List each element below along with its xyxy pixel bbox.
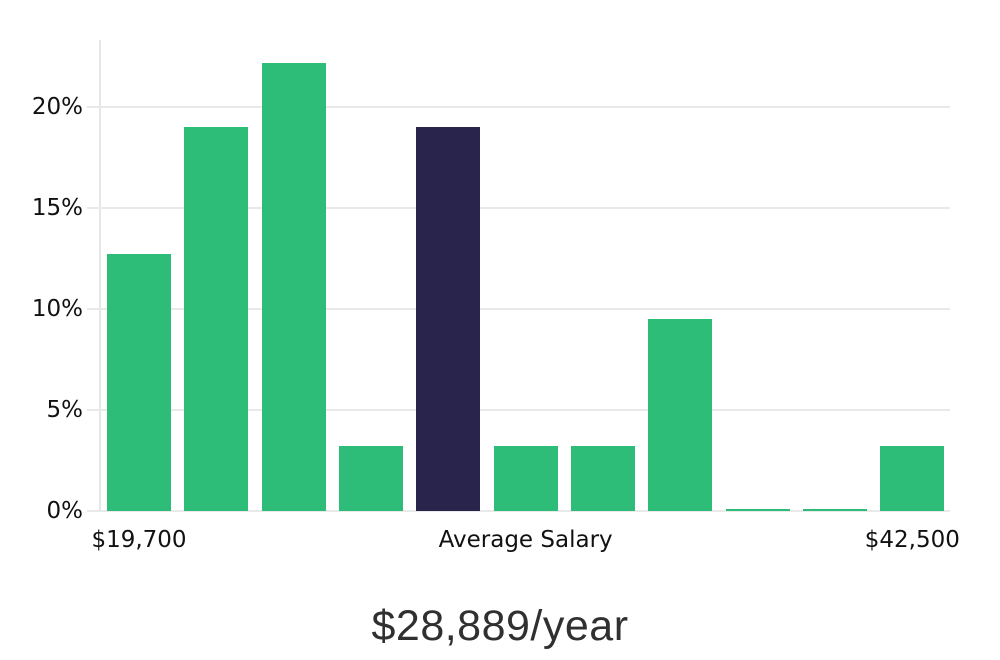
y-gridline-10% [87,308,950,310]
x-axis-tick-label: $19,700 [91,527,187,553]
salary-bin-bar [494,446,558,511]
average-salary-highlight-bar [416,127,480,511]
y-axis-line [99,40,101,511]
y-axis-tick-label: 0% [46,498,84,524]
x-axis-tick-label: Average Salary [438,527,613,553]
salary-bin-bar [726,508,790,511]
salary-histogram-plot-area: 0% 5% 10% 15% 20% $19,700 Average Salary $42,50… [31,40,960,553]
y-gridline-5% [87,409,950,411]
y-axis-tick-label: 10% [31,296,83,322]
y-gridline-15% [87,207,950,209]
salary-bin-bar [107,254,171,511]
y-gridline-0% [87,510,950,512]
y-axis-tick-label: 5% [46,397,84,423]
average-salary-value-title: $28,889/year [371,602,629,650]
salary-bin-bar [262,62,326,511]
y-gridline-20% [87,106,950,108]
y-axis-tick-label: 20% [31,94,83,120]
salary-bin-bar [571,446,635,511]
salary-bin-bar [184,127,248,511]
x-axis-tick-label: $42,500 [864,527,960,553]
salary-bin-bar [880,446,944,511]
salary-bin-bar [648,319,712,511]
salary-bin-bar [339,446,403,511]
y-axis-tick-label: 15% [31,195,83,221]
salary-bin-bar [803,508,867,511]
